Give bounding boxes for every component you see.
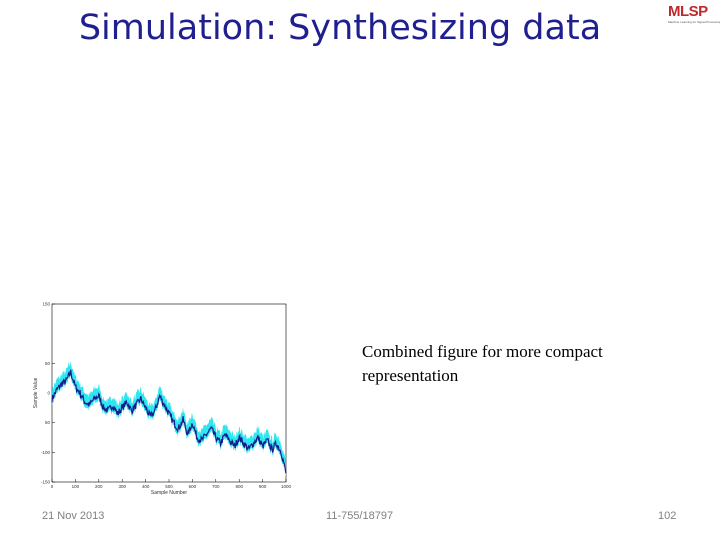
logo-subtitle: Machine Learning for Signal Processing — [668, 20, 720, 24]
footer-date: 21 Nov 2013 — [42, 510, 105, 522]
x-tick-label: 1000 — [281, 484, 292, 489]
y-axis-ticks: 150 50 0 50 -100 -150 — [41, 302, 55, 485]
x-tick-label: 800 — [235, 484, 243, 489]
y-tick-label: 150 — [42, 302, 50, 307]
x-tick-label: 500 — [165, 484, 173, 489]
footer-page-number: 102 — [658, 510, 677, 522]
y-axis-label: Sample Value — [33, 377, 39, 408]
footer-course: 11-755/18797 — [326, 510, 394, 522]
x-tick-label: 900 — [259, 484, 267, 489]
y-tick-label: 50 — [45, 361, 51, 366]
figure-caption: Combined figure for more compact represe… — [362, 342, 603, 385]
series-line — [51, 369, 287, 474]
logo-sp: SP — [688, 3, 709, 20]
y-tick-label: 50 — [45, 420, 51, 425]
logo-wordmark: MLSP — [668, 4, 718, 19]
y-tick-label: -100 — [41, 450, 51, 455]
y-tick-label: 0 — [47, 391, 50, 396]
y-tick-label: -150 — [41, 480, 51, 485]
plot-axes-box — [51, 303, 287, 483]
x-tick-label: 200 — [95, 484, 103, 489]
x-tick-label: 100 — [72, 484, 80, 489]
mlsp-logo: MLSP Machine Learning for Signal Process… — [668, 4, 720, 26]
x-tick-label: 0 — [51, 484, 54, 489]
x-axis-label: Sample Number — [151, 490, 187, 496]
x-tick-label: 300 — [118, 484, 126, 489]
slide-title: Simulation: Synthesizing data — [78, 8, 602, 48]
x-tick-label: 600 — [189, 484, 197, 489]
x-tick-label: 400 — [142, 484, 150, 489]
x-axis-ticks: 0 100 200 300 400 500 600 700 800 900 1000 — [51, 479, 292, 489]
x-tick-label: 700 — [212, 484, 220, 489]
logo-ml: ML — [668, 3, 689, 20]
